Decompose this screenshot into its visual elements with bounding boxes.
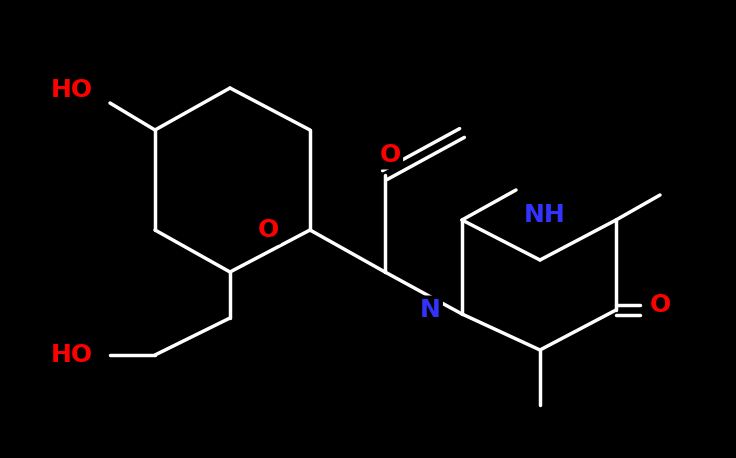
Text: O: O — [258, 218, 279, 242]
Text: N: N — [420, 298, 440, 322]
Text: O: O — [379, 143, 400, 167]
Text: NH: NH — [524, 203, 566, 227]
Text: HO: HO — [51, 343, 93, 367]
Text: O: O — [649, 293, 670, 317]
Text: HO: HO — [51, 343, 93, 367]
Text: N: N — [420, 298, 440, 322]
Text: HO: HO — [51, 78, 93, 102]
Text: NH: NH — [524, 203, 566, 227]
Text: O: O — [258, 218, 279, 242]
Text: O: O — [379, 143, 400, 167]
Text: O: O — [649, 293, 670, 317]
Text: HO: HO — [51, 78, 93, 102]
